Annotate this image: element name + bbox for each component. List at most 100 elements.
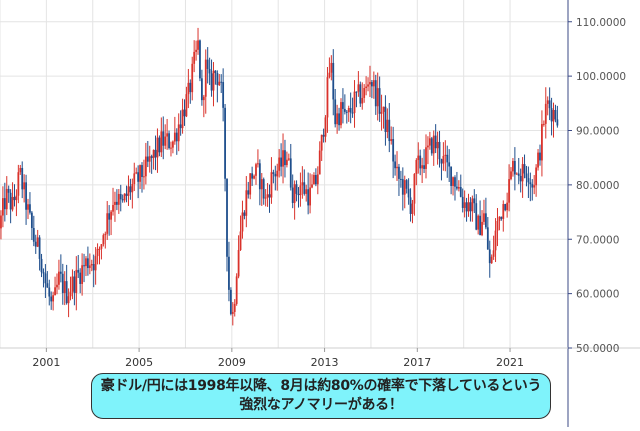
candle-body xyxy=(117,193,120,205)
candle-body xyxy=(258,163,261,190)
candle-body xyxy=(233,303,236,312)
candle-body xyxy=(425,147,427,169)
candle-body xyxy=(550,108,553,122)
candle-body xyxy=(162,131,165,146)
candle-body xyxy=(257,163,259,165)
candle-body xyxy=(367,84,369,87)
candle-body xyxy=(102,235,105,245)
candle-body xyxy=(262,179,265,199)
candle-body xyxy=(199,40,201,79)
candle-body xyxy=(17,172,20,196)
candle-body xyxy=(185,94,188,117)
candle-body xyxy=(266,194,269,198)
candle-body xyxy=(349,108,352,113)
candle-body xyxy=(342,102,344,109)
candle-body xyxy=(164,136,167,146)
candle-body xyxy=(65,281,68,304)
candle-body xyxy=(392,139,395,162)
candle-body xyxy=(353,91,356,113)
candle-body xyxy=(260,179,263,190)
candle-body xyxy=(297,193,300,196)
candle-body xyxy=(401,179,404,195)
candle-body xyxy=(98,248,101,250)
candle-body xyxy=(477,215,480,230)
candle-body xyxy=(378,88,381,114)
caption-line-2: 強烈なアノマリーがある！ xyxy=(239,397,403,413)
candle-body xyxy=(388,119,391,142)
candle-body xyxy=(403,180,406,195)
candle-body xyxy=(67,296,70,304)
candle-body xyxy=(231,311,234,314)
candle-body xyxy=(365,86,368,89)
candle-body xyxy=(525,173,528,179)
candle-body xyxy=(324,117,327,137)
candle-body xyxy=(77,269,80,273)
y-tick-label: 100.0000 xyxy=(576,71,626,83)
candle-body xyxy=(94,256,97,271)
candle-body xyxy=(483,213,485,222)
candle-body xyxy=(307,189,310,206)
candle-body xyxy=(291,187,294,203)
candle-body xyxy=(253,175,255,179)
candle-body xyxy=(502,204,505,219)
candle-body xyxy=(90,264,93,266)
candle-body xyxy=(195,49,197,52)
candle-body xyxy=(454,177,456,187)
candle-body xyxy=(314,174,317,185)
candle-body xyxy=(237,249,240,277)
x-tick-label: 2001 xyxy=(32,356,60,369)
candle-body xyxy=(372,80,375,87)
candle-body xyxy=(498,216,501,221)
candle-body xyxy=(202,96,205,101)
candle-body xyxy=(299,185,302,196)
candle-body xyxy=(0,215,2,229)
candle-body xyxy=(415,160,418,175)
candle-body xyxy=(326,77,329,118)
candle-body xyxy=(34,241,37,247)
candle-body xyxy=(484,213,487,228)
candle-body xyxy=(52,295,55,302)
candle-body xyxy=(56,284,58,288)
y-tick-label: 80.0000 xyxy=(576,180,619,192)
candle-body xyxy=(243,212,246,216)
candle-body xyxy=(23,182,26,190)
candle-body xyxy=(146,156,149,162)
candle-body xyxy=(156,137,159,158)
candle-body xyxy=(405,180,408,189)
candle-body xyxy=(504,204,507,211)
candle-body xyxy=(235,276,238,304)
candle-body xyxy=(537,152,539,168)
candle-body xyxy=(446,154,449,163)
candle-body xyxy=(204,59,207,97)
candle-body xyxy=(247,190,250,195)
candle-body xyxy=(73,276,76,293)
candle-body xyxy=(272,172,275,174)
y-tick-label: 60.0000 xyxy=(576,289,619,301)
candle-body xyxy=(285,159,288,166)
candle-body xyxy=(87,258,89,269)
candle-body xyxy=(556,119,559,126)
candle-body xyxy=(390,139,393,142)
candle-body xyxy=(36,237,39,247)
candle-body xyxy=(542,123,545,125)
grid-layer xyxy=(0,0,568,349)
candle-body xyxy=(228,256,230,290)
candle-body xyxy=(100,244,103,249)
candle-body xyxy=(486,227,489,250)
candle-body xyxy=(58,271,60,285)
candle-body xyxy=(15,195,18,201)
candle-body xyxy=(355,91,358,93)
candle-body xyxy=(430,138,433,154)
candle-body xyxy=(278,157,281,171)
candle-body xyxy=(328,72,331,78)
candle-body xyxy=(382,106,385,112)
candle-body xyxy=(554,109,557,120)
candle-body xyxy=(224,107,226,179)
candle-body xyxy=(46,283,49,288)
candle-body xyxy=(409,197,412,214)
candle-body xyxy=(264,197,267,199)
candle-body xyxy=(488,249,491,264)
candle-body xyxy=(255,164,257,176)
